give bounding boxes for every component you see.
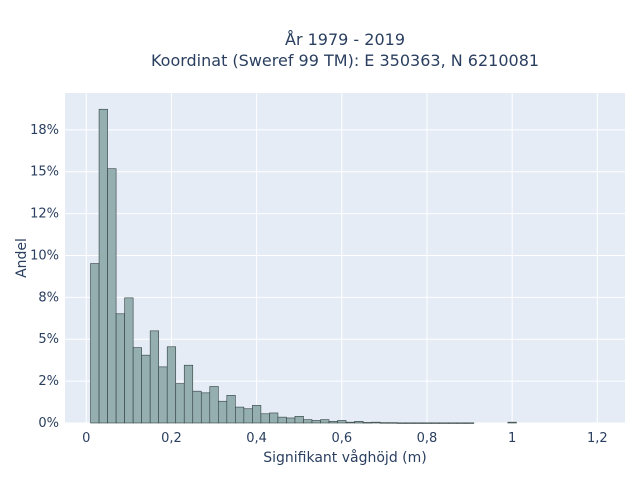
chart-title-line1: År 1979 - 2019: [285, 30, 405, 49]
y-tick-label-7: 18%: [30, 123, 59, 138]
histogram-bar-6: [141, 354, 151, 424]
histogram-bar-10: [175, 383, 185, 424]
histogram-bar-41: [439, 422, 449, 424]
histogram-bar-17: [235, 406, 245, 424]
histogram-bar-30: [345, 421, 355, 424]
histogram-bar-21: [269, 412, 279, 424]
histogram-bar-23: [286, 417, 296, 424]
histogram-bar-5: [132, 347, 142, 424]
histogram-bar-37: [405, 422, 415, 424]
histogram-bar-40: [430, 422, 441, 424]
y-tick-label-6: 15%: [30, 165, 59, 180]
histogram-bar-24: [294, 415, 304, 424]
histogram-bar-25: [303, 419, 313, 424]
histogram-bar-27: [320, 419, 330, 424]
histogram-bar-19: [252, 405, 262, 424]
histogram-bar-15: [218, 400, 228, 424]
x-tick-label-1: 0,2: [161, 431, 182, 446]
x-tick-label-0: 0: [82, 431, 90, 446]
histogram-bars: [90, 108, 517, 424]
histogram-bar-16: [226, 395, 236, 424]
histogram-bar-7: [149, 330, 159, 424]
histogram-bar-2: [107, 168, 117, 424]
histogram-bar-36: [396, 422, 406, 424]
y-tick-label-2: 5%: [38, 332, 59, 347]
x-axis-ticks: 0 0,2 0,4 0,6 0,8 1 1,2: [82, 431, 608, 446]
y-axis-ticks: 0% 2% 5% 8% 10% 12% 15% 18%: [30, 123, 59, 431]
x-tick-label-6: 1,2: [587, 431, 608, 446]
histogram-bar-34: [379, 422, 389, 424]
histogram-bar-42: [447, 422, 458, 424]
y-tick-label-5: 12%: [30, 207, 59, 222]
histogram-bar-38: [413, 422, 424, 424]
y-axis-label: Andel: [14, 238, 30, 278]
histogram-bar-9: [166, 346, 177, 424]
histogram-bar-14: [209, 386, 219, 424]
x-tick-label-5: 1: [508, 431, 516, 446]
histogram-bar-29: [337, 420, 347, 424]
x-axis-label: Signifikant våghöjd (m): [263, 449, 426, 466]
x-tick-label-3: 0,6: [331, 431, 352, 446]
histogram-bar-12: [192, 390, 202, 424]
histogram-bar-0: [90, 263, 100, 424]
y-tick-label-4: 10%: [30, 248, 59, 263]
histogram-bar-31: [354, 421, 364, 424]
histogram-bar-18: [243, 408, 253, 424]
y-tick-label-1: 2%: [38, 374, 59, 389]
y-tick-label-3: 8%: [38, 290, 59, 305]
histogram-bar-35: [388, 422, 398, 424]
histogram-bar-26: [311, 420, 321, 424]
histogram-bar-8: [158, 366, 168, 424]
y-tick-label-0: 0%: [38, 416, 59, 431]
histogram-bar-32: [362, 422, 372, 424]
chart-title-line2: Koordinat (Sweref 99 TM): E 350363, N 62…: [151, 51, 539, 70]
histogram-bar-4: [124, 297, 134, 424]
histogram-bar-22: [277, 416, 287, 424]
x-tick-label-4: 0,8: [417, 431, 438, 446]
histogram-bar-11: [183, 364, 194, 424]
histogram-bar-20: [260, 413, 270, 424]
histogram-bar-1: [98, 108, 108, 424]
x-tick-label-2: 0,4: [246, 431, 267, 446]
histogram-bar-39: [422, 422, 432, 424]
histogram-bar-28: [328, 421, 338, 424]
histogram-bar-49: [507, 421, 517, 424]
histogram-bar-33: [371, 421, 381, 424]
histogram-bar-13: [200, 392, 211, 424]
histogram-bar-44: [465, 422, 475, 424]
histogram-bar-3: [115, 313, 125, 424]
histogram-bar-43: [456, 422, 466, 424]
